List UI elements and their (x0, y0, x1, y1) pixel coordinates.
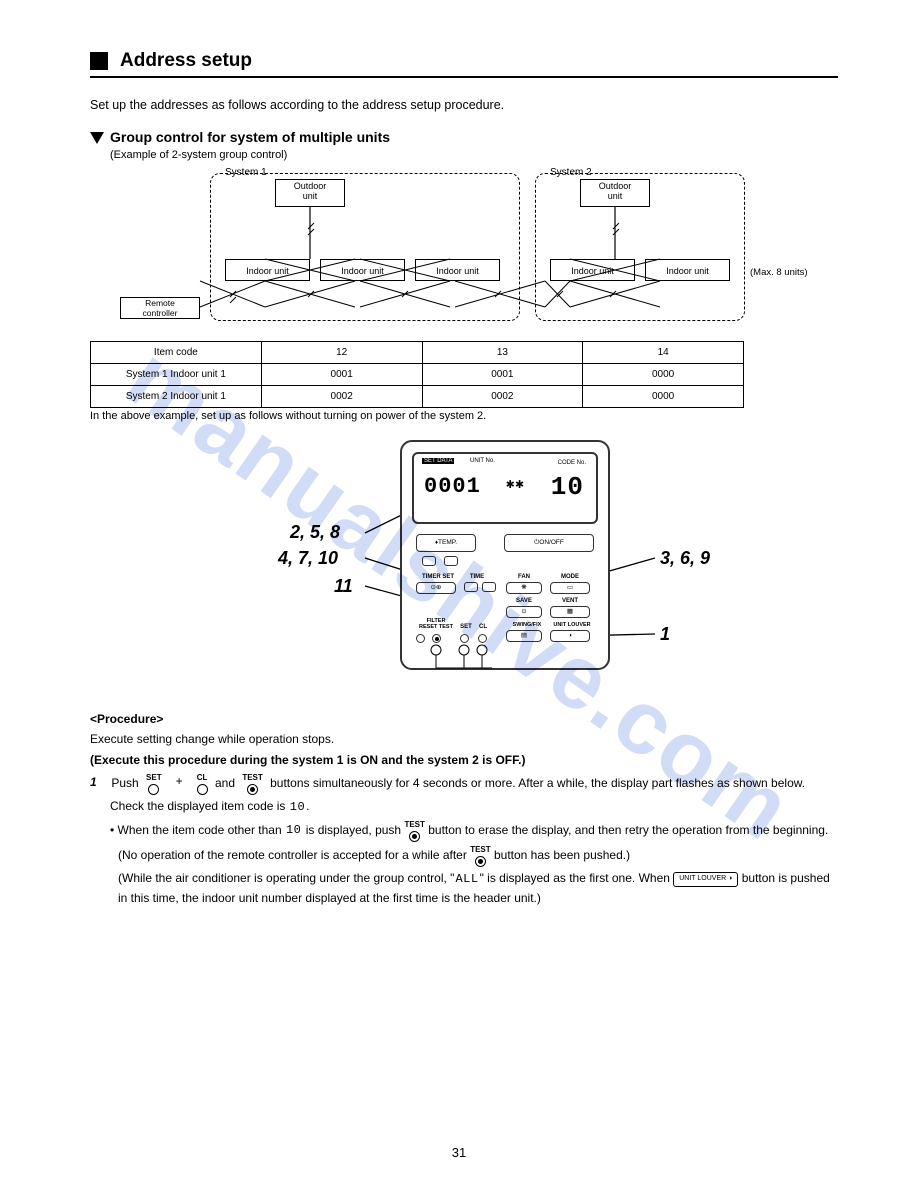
lcd-screen: SET DATA UNIT No. 0001 ✱✱ CODE No. 10 (412, 452, 598, 524)
indoor-unit-1: Indoor unit (225, 259, 310, 281)
section-header: Address setup (90, 50, 838, 78)
indoor-unit-3: Indoor unit (415, 259, 500, 281)
callout-1: 1 (660, 624, 670, 645)
set-icon: SET (146, 772, 162, 795)
procedure-heading: <Procedure> (90, 710, 838, 729)
table-caption: In the above example, set up as follows … (90, 410, 838, 422)
example-title: Group control for system of multiple uni… (110, 129, 390, 145)
section-bullet-icon (90, 52, 108, 70)
example-caption: (Example of 2-system group control) (110, 149, 838, 161)
reset-button[interactable] (416, 634, 425, 643)
lcd-unitno: UNIT No. (470, 458, 495, 464)
group-1-box (210, 173, 520, 321)
vent-button[interactable]: ▦ (550, 606, 590, 618)
procedure: <Procedure> Execute setting change while… (90, 710, 838, 908)
lcd-burst-icon: ✱✱ (506, 476, 525, 493)
caption-system2: System 2 (550, 167, 592, 178)
set-label: SET (458, 624, 474, 630)
temp-up-button[interactable] (444, 556, 458, 566)
set-button[interactable] (460, 634, 469, 643)
remote-controller-box: Remote controller (120, 297, 200, 319)
time-label: TIME (462, 574, 492, 580)
system-diagram: Outdoor unit Outdoor unit Indoor unit In… (90, 167, 838, 337)
outdoor-unit-1: Outdoor unit (275, 179, 345, 207)
test-icon-inline: TEST (404, 819, 424, 842)
example-header: Group control for system of multiple uni… (90, 129, 838, 145)
callout-258: 2, 5, 8 (290, 522, 340, 543)
fan-button[interactable]: ❋ (506, 582, 542, 594)
table-row: System 1 Indoor unit 1 0001 0001 0000 (91, 363, 744, 385)
cl-button[interactable] (478, 634, 487, 643)
mode-label: MODE (550, 574, 590, 580)
setup-table: Item code 12 13 14 System 1 Indoor unit … (90, 341, 744, 408)
page-number: 31 (452, 1145, 466, 1160)
cl-icon: CL (197, 772, 208, 795)
lcd-setdata: SET DATA (422, 458, 454, 464)
triangle-icon (90, 132, 104, 144)
save-button[interactable]: ⊙ (506, 606, 542, 618)
lcd-codeno: CODE No. (558, 460, 586, 466)
timerset-button[interactable]: ⊙⊕ (416, 582, 456, 594)
lcd-seg: 0001 (424, 474, 481, 499)
unitlouver-inline-button: UNIT LOUVER ◑ (673, 872, 738, 887)
table-row: Item code 12 13 14 (91, 341, 744, 363)
cl-label: CL (476, 624, 490, 630)
time-down-button[interactable] (464, 582, 478, 592)
paren-1: (No operation of the remote controller i… (90, 844, 838, 867)
intro-text: Set up the addresses as follows accordin… (90, 96, 838, 115)
temp-down-button[interactable] (422, 556, 436, 566)
caption-max: (Max. 8 units) (750, 267, 808, 278)
step-1: 1 Push SET + CL and TEST buttons simulta… (90, 772, 838, 795)
callout-4710: 4, 7, 10 (278, 548, 338, 569)
callout-369: 3, 6, 9 (660, 548, 710, 569)
unitlouver-button[interactable]: ◑ (550, 630, 590, 642)
test-button[interactable] (432, 634, 441, 643)
timerset-label: TIMER SET (416, 574, 460, 580)
mode-button[interactable]: ▭ (550, 582, 590, 594)
section-title: Address setup (120, 50, 252, 72)
th: 13 (422, 341, 583, 363)
indoor-unit-2: Indoor unit (320, 259, 405, 281)
remote-controller-figure: 2, 5, 8 4, 7, 10 11 3, 6, 9 1 SET DATA U… (90, 440, 840, 700)
temp-button[interactable]: ♦ TEMP. (416, 534, 476, 552)
indoor-unit-4: Indoor unit (550, 259, 635, 281)
test-icon: TEST (242, 772, 262, 795)
th: 14 (583, 341, 744, 363)
fan-label: FAN (506, 574, 542, 580)
th: 12 (261, 341, 422, 363)
time-up-button[interactable] (482, 582, 496, 592)
filter-reset-label: FILTER RESET TEST (414, 618, 458, 630)
caption-system1: System 1 (225, 167, 267, 178)
procedure-group-heading: (Execute this procedure during the syste… (90, 751, 838, 770)
remote-panel: SET DATA UNIT No. 0001 ✱✱ CODE No. 10 ♦ … (400, 440, 610, 670)
lcd-code-val: 10 (551, 472, 584, 502)
onoff-button[interactable]: ⏻ ON/OFF (504, 534, 594, 552)
table-row: System 2 Indoor unit 1 0002 0002 0000 (91, 385, 744, 407)
vent-label: VENT (550, 598, 590, 604)
bullet-1: • When the item code other than 10 is di… (90, 819, 838, 842)
save-label: SAVE (506, 598, 542, 604)
indoor-unit-5: Indoor unit (645, 259, 730, 281)
swingfix-label: SWING/FIX (506, 622, 548, 628)
swingfix-button[interactable]: ▤ (506, 630, 542, 642)
test-icon-inline2: TEST (470, 844, 490, 867)
paren-2: (While the air conditioner is operating … (90, 869, 838, 907)
th: Item code (91, 341, 262, 363)
procedure-note: Execute setting change while operation s… (90, 730, 838, 749)
unitlouver-label: UNIT LOUVER (548, 622, 596, 628)
callout-11: 11 (334, 576, 353, 597)
step-1-check: Check the displayed item code is 10. (90, 797, 838, 817)
outdoor-unit-2: Outdoor unit (580, 179, 650, 207)
